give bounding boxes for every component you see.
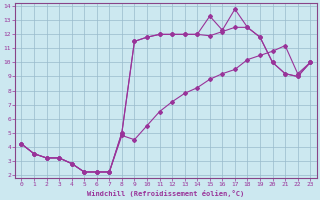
- X-axis label: Windchill (Refroidissement éolien,°C): Windchill (Refroidissement éolien,°C): [87, 190, 244, 197]
